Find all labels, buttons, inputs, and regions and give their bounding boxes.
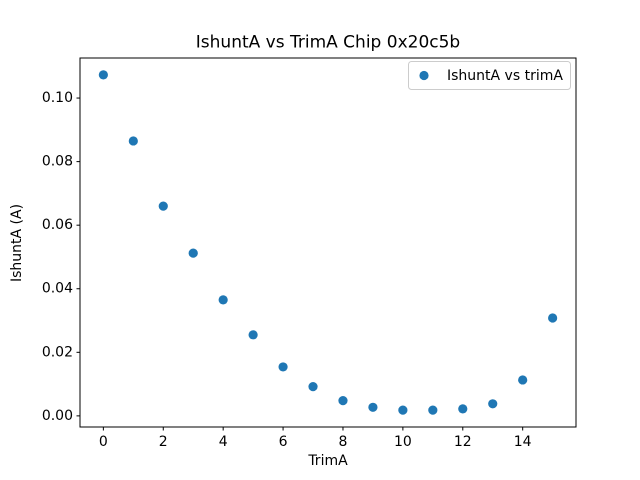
data-point (128, 136, 138, 146)
data-point (158, 201, 168, 211)
y-tick-label: 0.10 (42, 90, 73, 106)
y-tick-label: 0.06 (42, 217, 73, 233)
plot-area: 0 2 4 6 8 10 12 14 0.00 0.02 0.04 0.06 0.08 0.10 (42, 57, 577, 450)
data-point (188, 248, 198, 258)
x-tick-label: 4 (219, 434, 228, 450)
data-point (518, 375, 528, 385)
x-tick-label: 14 (514, 434, 532, 450)
data-point (398, 405, 408, 415)
legend-box (408, 61, 571, 90)
legend-label: IshuntA vs trimA (447, 68, 563, 84)
x-axis-label: TrimA (307, 453, 348, 469)
axes-spines (79, 57, 577, 428)
y-tick-label: 0.00 (42, 408, 73, 424)
data-point (248, 330, 258, 340)
data-point (368, 402, 378, 412)
data-point (548, 313, 558, 323)
x-tick-label: 10 (394, 434, 412, 450)
data-point (488, 399, 498, 409)
data-point (98, 70, 108, 80)
data-point (218, 295, 228, 305)
y-tick-label: 0.04 (42, 281, 73, 297)
legend-marker-icon (419, 70, 429, 81)
data-point (338, 396, 348, 406)
x-tick-label: 2 (159, 434, 168, 450)
legend: IshuntA vs trimA (408, 61, 571, 90)
x-tick-label: 12 (454, 434, 472, 450)
y-axis-label: IshuntA (A) (9, 204, 25, 282)
y-tick-label: 0.02 (42, 344, 73, 360)
x-tick-label: 0 (99, 434, 108, 450)
y-tick-label: 0.08 (42, 154, 73, 170)
x-tick-label: 6 (279, 434, 288, 450)
data-point (428, 405, 438, 415)
x-tick-label: 8 (339, 434, 348, 450)
chart-title: IshuntA vs TrimA Chip 0x20c5b (196, 33, 460, 53)
data-point (458, 404, 468, 414)
data-point (308, 382, 318, 392)
data-point (278, 362, 288, 372)
